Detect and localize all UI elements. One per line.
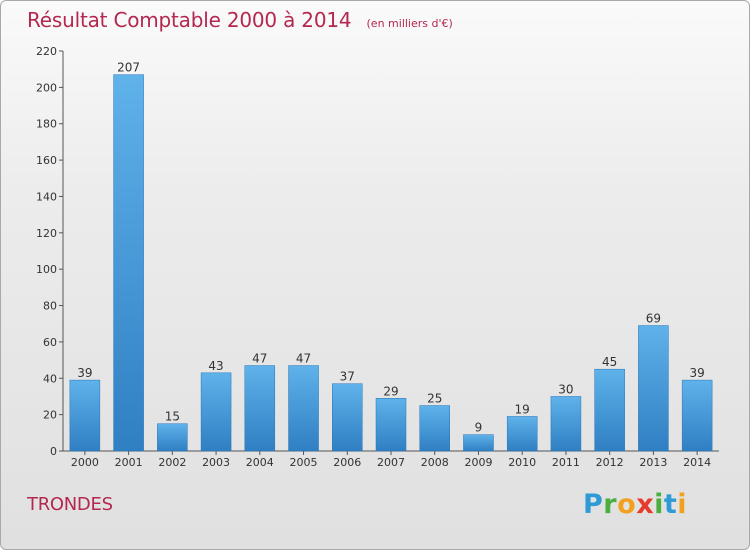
y-tick-label: 60 [43,336,57,349]
logo-letter: o [617,489,637,520]
bar [419,405,450,452]
bar [506,416,538,452]
x-tick-label: 2002 [158,456,186,469]
x-tick-label: 2001 [115,456,143,469]
y-tick-label: 220 [36,45,57,58]
y-tick-label: 40 [43,372,57,385]
x-tick-label: 2007 [377,456,405,469]
bar-value-label: 9 [475,421,483,435]
x-tick-label: 2011 [552,456,580,469]
chart-title: Résultat Comptable 2000 à 2014 [27,8,352,32]
logo-letter: P [583,489,604,520]
y-tick-label: 140 [36,190,57,203]
y-tick-label: 20 [43,409,57,422]
chart-title-group: Résultat Comptable 2000 à 2014 (en milli… [27,8,453,32]
bar-value-label: 37 [340,370,355,384]
bar [69,379,101,452]
bar [463,434,494,452]
bar [157,423,188,452]
y-tick-label: 0 [50,445,57,458]
logo-letter: x [636,489,655,520]
chart-subtitle: (en milliers d'€) [366,17,453,30]
bar [200,372,232,452]
bar-value-label: 47 [296,352,311,366]
bar-value-label: 25 [427,392,442,406]
bar [638,325,669,452]
bar [594,368,625,452]
x-tick-label: 2004 [246,456,274,469]
commune-name: TRONDES [27,494,113,515]
bar-value-label: 19 [515,402,530,416]
bar-value-label: 207 [117,61,140,75]
x-tick-label: 2012 [596,456,624,469]
bar-value-label: 43 [208,359,223,373]
y-tick-label: 200 [36,81,57,94]
bar-value-label: 15 [165,410,180,424]
x-tick-label: 2014 [683,456,711,469]
x-tick-label: 2003 [202,456,230,469]
y-tick-label: 160 [36,154,57,167]
bar-value-label: 39 [77,366,92,380]
bar [375,398,407,452]
y-tick-label: 180 [36,118,57,131]
proxiti-logo: Proxiti [583,489,687,520]
x-tick-label: 2006 [333,456,361,469]
x-tick-label: 2000 [71,456,99,469]
logo-letter: r [603,489,618,520]
bar [681,379,713,452]
x-tick-label: 2009 [464,456,492,469]
bar-value-label: 47 [252,352,267,366]
bar [244,365,276,452]
x-tick-label: 2013 [639,456,667,469]
logo-letter: t [663,489,678,520]
logo-letter: i [654,489,664,520]
x-tick-label: 2008 [421,456,449,469]
bar [113,74,144,452]
bar-value-label: 69 [646,312,661,326]
bar-value-label: 39 [689,366,704,380]
logo-letter: i [677,489,688,520]
bar [332,383,363,452]
bar [550,396,582,452]
bar-value-label: 29 [383,384,398,398]
bar-value-label: 30 [558,382,573,396]
x-tick-label: 2005 [290,456,318,469]
y-tick-label: 100 [36,263,57,276]
bar-value-label: 45 [602,355,617,369]
x-tick-label: 2010 [508,456,536,469]
y-tick-label: 120 [36,227,57,240]
bar [288,365,319,452]
y-tick-label: 80 [43,300,57,313]
